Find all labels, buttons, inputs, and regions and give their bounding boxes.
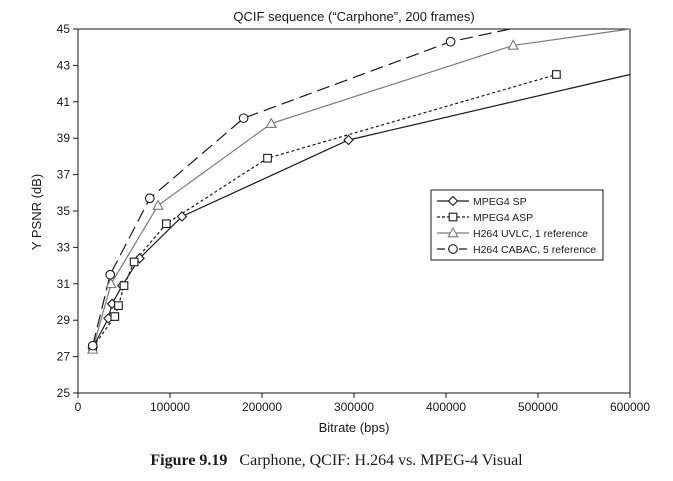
data-point-h264-cabac-5-reference [87,340,98,351]
data-point-mpeg4-sp [343,134,354,146]
data-point-mpeg4-asp [129,257,139,267]
data-point-h264-uvlc-1-reference [507,39,519,50]
series-line-h264-uvlc-1-reference [92,28,631,350]
y-tick-label: 35 [57,204,71,218]
legend-marker [447,226,459,238]
data-point-mpeg4-asp [110,312,120,321]
data-point-h264-cabac-5-reference [144,193,155,204]
data-point-h264-uvlc-1-reference [105,277,117,289]
data-point-mpeg4-asp [552,70,561,79]
data-point-h264-cabac-5-reference [238,113,249,124]
legend-label: MPEG4 SP [473,196,527,208]
legend-marker [448,244,458,254]
data-point-h264-cabac-5-reference [105,269,116,280]
legend-label: H264 UVLC, 1 reference [473,228,588,240]
x-tick-label: 200000 [242,400,282,414]
series-line-h264-cabac-5-reference [92,28,511,346]
y-axis-label: Y PSNR (dB) [29,174,44,250]
series-markers [86,36,561,354]
figure-caption-text: Carphone, QCIF: H.264 vs. MPEG-4 Visual [239,452,523,469]
legend-label: MPEG4 ASP [473,212,533,224]
x-axis-label: Bitrate (bps) [319,420,390,435]
y-tick-label: 29 [57,313,71,327]
data-point-mpeg4-asp [161,219,171,229]
figure-label: Figure 9.19 [150,452,228,469]
legend-label: H264 CABAC, 5 reference [473,244,596,256]
x-tick-label: 600000 [610,400,650,414]
psnr-bitrate-chart: QCIF sequence (“Carphone”, 200 frames) Y… [29,9,651,435]
data-point-mpeg4-asp [114,301,123,310]
y-tick-label: 45 [57,22,71,36]
x-tick-label: 0 [75,400,82,414]
x-tick-label: 400000 [426,400,466,414]
y-tick-label: 37 [57,168,71,182]
x-tick-label: 300000 [334,400,374,414]
y-tick-label: 31 [57,277,71,291]
legend-marker [448,212,458,222]
y-tick-label: 25 [57,386,71,400]
data-point-mpeg4-asp [263,153,272,163]
x-tick-label: 500000 [518,400,558,414]
legend-box [430,189,604,261]
legend-marker [447,195,459,207]
data-point-mpeg4-sp [176,211,188,222]
legend: MPEG4 SP MPEG4 ASP H264 UVLC, 1 reference H… [430,189,604,261]
figure-caption: Figure 9.19 Carphone, QCIF: H.264 vs. MPE… [0,452,673,470]
series-lines [92,28,631,350]
data-point-h264-uvlc-1-reference [152,199,164,210]
y-tick-label: 27 [57,350,71,364]
data-point-h264-uvlc-1-reference [265,117,277,128]
y-tick-label: 43 [57,58,71,72]
axis-ticks: 0 100000 200000 300000 400000 500000 600000 25 2… [57,22,651,414]
y-tick-label: 39 [57,131,71,145]
y-tick-label: 33 [57,240,71,254]
y-tick-label: 41 [57,95,71,109]
x-tick-label: 100000 [150,400,190,414]
chart-title: QCIF sequence (“Carphone”, 200 frames) [233,9,474,24]
data-point-mpeg4-asp [119,281,129,290]
data-point-h264-cabac-5-reference [445,36,456,47]
